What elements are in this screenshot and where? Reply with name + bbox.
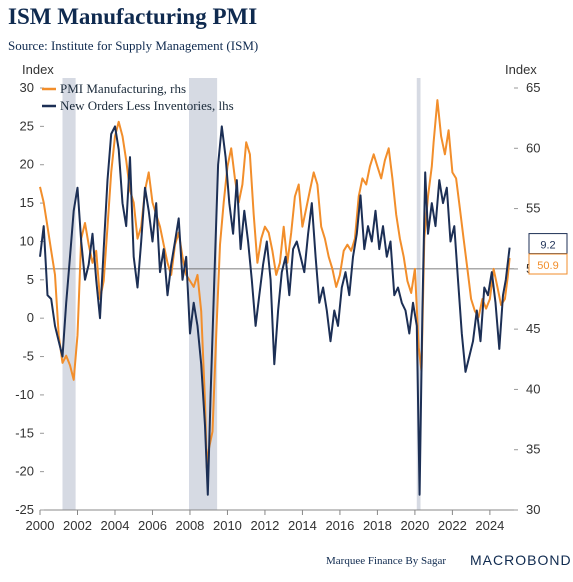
right-tick-label: 45 <box>526 321 540 336</box>
left-tick-label: 0 <box>27 310 34 325</box>
x-tick-label: 2024 <box>475 518 504 533</box>
left-tick-label: -25 <box>15 502 34 517</box>
x-tick-label: 2004 <box>101 518 130 533</box>
left-tick-label: -15 <box>15 425 34 440</box>
x-tick-label: 2000 <box>26 518 55 533</box>
chart-title: ISM Manufacturing PMI <box>8 4 258 29</box>
right-tick-label: 60 <box>526 140 540 155</box>
left-tick-label: -5 <box>22 349 34 364</box>
new-orders-less-inventories-line <box>39 125 511 496</box>
left-tick-label: 30 <box>20 80 34 95</box>
pmi-end-label: 50.9 <box>537 260 558 272</box>
x-tick-label: 2002 <box>63 518 92 533</box>
x-tick-label: 2014 <box>288 518 317 533</box>
left-tick-label: -10 <box>15 387 34 402</box>
left-tick-label: 20 <box>20 157 34 172</box>
left-tick-label: 25 <box>20 118 34 133</box>
brand-logo: MACROBOND <box>470 552 572 568</box>
x-tick-label: 2016 <box>325 518 354 533</box>
right-tick-label: 65 <box>526 80 540 95</box>
left-axis-title: Index <box>22 62 54 77</box>
chart-subtitle: Source: Institute for Supply Management … <box>8 38 259 53</box>
left-tick-label: -20 <box>15 464 34 479</box>
legend-label-pmi: PMI Manufacturing, rhs <box>60 81 186 96</box>
x-tick-label: 2018 <box>363 518 392 533</box>
recession-band-2 <box>416 78 421 510</box>
credit-text: Marquee Finance By Sagar <box>326 555 447 567</box>
legend-label-orders: New Orders Less Inventories, lhs <box>60 98 234 113</box>
right-tick-label: 30 <box>526 502 540 517</box>
x-tick-label: 2008 <box>175 518 204 533</box>
x-tick-label: 2012 <box>250 518 279 533</box>
x-tick-label: 2006 <box>138 518 167 533</box>
right-tick-label: 35 <box>526 442 540 457</box>
right-tick-label: 40 <box>526 381 540 396</box>
x-tick-label: 2022 <box>438 518 467 533</box>
x-tick-label: 2010 <box>213 518 242 533</box>
left-tick-label: 15 <box>20 195 34 210</box>
recession-band-0 <box>62 78 76 510</box>
pmi-manufacturing-line <box>39 99 511 469</box>
left-tick-label: 10 <box>20 233 34 248</box>
pmi-end-label-box <box>528 253 568 275</box>
left-tick-label: 5 <box>27 272 34 287</box>
orders-end-label: 9.2 <box>540 240 555 252</box>
recession-band-1 <box>189 78 218 510</box>
right-tick-label: 55 <box>526 201 540 216</box>
x-tick-label: 2020 <box>400 518 429 533</box>
right-axis-title: Index <box>505 62 537 77</box>
